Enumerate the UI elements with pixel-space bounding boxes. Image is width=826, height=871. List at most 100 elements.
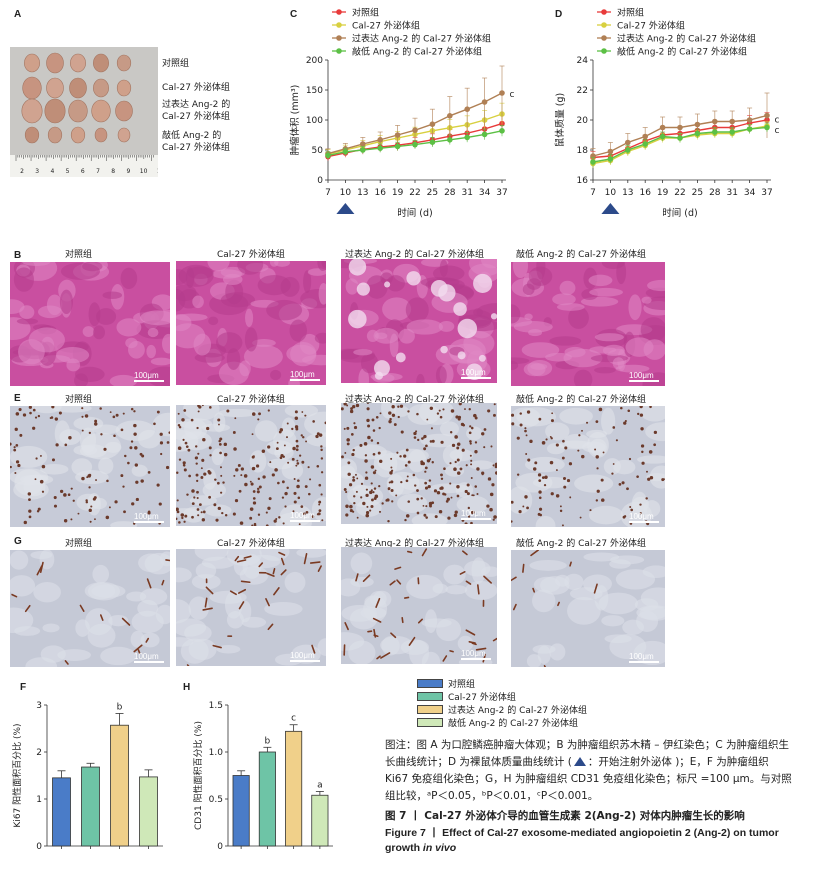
- scale-bar: 100μm: [134, 512, 164, 523]
- tissue-vacuole: [395, 352, 406, 363]
- ki67-positive-nucleus: [341, 455, 344, 459]
- cd31-positive-vessel: [483, 575, 492, 584]
- x-tick-label: 37: [761, 188, 772, 198]
- ki67-positive-nucleus: [81, 415, 84, 418]
- cd31-positive-vessel: [137, 649, 141, 654]
- y-tick-label: 1.0: [209, 748, 224, 758]
- ruler: [10, 155, 158, 177]
- ki67-positive-nucleus: [115, 413, 119, 417]
- ki67-positive-nucleus: [176, 510, 180, 514]
- ki67-positive-nucleus: [630, 508, 634, 512]
- cd31-positive-vessel: [266, 572, 275, 577]
- bar-legend-label: 敲低 Ang-2 的 Cal-27 外泌体组: [448, 719, 578, 729]
- tumor-specimen: [24, 53, 40, 73]
- ki67-positive-nucleus: [470, 426, 474, 430]
- ki67-positive-nucleus: [13, 446, 16, 449]
- tissue-texture: [218, 361, 249, 385]
- ki67-positive-nucleus: [455, 415, 459, 419]
- ki67-positive-nucleus: [252, 412, 256, 416]
- tissue-texture: [76, 493, 101, 511]
- ki67-positive-nucleus: [147, 511, 151, 515]
- cd31-positive-vessel: [280, 569, 287, 576]
- ki67-positive-nucleus: [201, 458, 205, 462]
- cd31-positive-vessel: [390, 632, 397, 639]
- ki67-positive-nucleus: [67, 493, 71, 496]
- ki67-positive-nucleus: [198, 503, 202, 507]
- ki67-positive-nucleus: [424, 466, 428, 470]
- cd31-stain-image: 100μm: [511, 550, 665, 667]
- bar: [139, 776, 158, 847]
- ki67-positive-nucleus: [64, 443, 68, 447]
- x-tick-label: 28: [444, 188, 456, 198]
- ki67-positive-nucleus: [621, 481, 625, 485]
- ki67-positive-nucleus: [302, 435, 305, 439]
- ki67-positive-nucleus: [153, 422, 156, 426]
- ki67-positive-nucleus: [555, 494, 560, 498]
- ki67-positive-nucleus: [178, 458, 182, 461]
- ki67-positive-nucleus: [197, 405, 200, 407]
- ki67-positive-nucleus: [430, 427, 433, 430]
- tissue-texture: [281, 417, 296, 438]
- ki67-positive-nucleus: [68, 435, 72, 440]
- ki67-positive-nucleus: [295, 439, 299, 443]
- photo-label-knock-1: 敲低 Ang-2 的: [162, 131, 222, 141]
- significance-label: c: [775, 116, 780, 126]
- panel-label-d: D: [555, 9, 563, 20]
- ki67-positive-nucleus: [492, 464, 495, 467]
- tissue-texture: [176, 599, 191, 624]
- ki67-positive-nucleus: [493, 413, 496, 417]
- tissue-texture: [13, 267, 34, 292]
- tumor-specimen: [46, 77, 64, 99]
- ki67-positive-nucleus: [166, 441, 170, 444]
- ki67-positive-nucleus: [195, 473, 199, 477]
- ki67-positive-nucleus: [476, 467, 480, 471]
- ki67-positive-nucleus: [469, 425, 472, 428]
- cd31-stain-image: 100μm: [341, 547, 497, 664]
- ki67-positive-nucleus: [265, 524, 269, 526]
- ki67-positive-nucleus: [433, 489, 438, 493]
- tissue-texture: [131, 610, 164, 634]
- stain-texture: [176, 405, 326, 526]
- cd31-positive-vessel: [557, 601, 560, 607]
- ki67-positive-nucleus: [256, 487, 260, 491]
- ki67-positive-nucleus: [95, 479, 97, 481]
- tissue-texture: [594, 366, 616, 374]
- ki67-positive-nucleus: [371, 498, 374, 502]
- ki67-positive-nucleus: [353, 425, 358, 430]
- tissue-texture: [109, 374, 138, 386]
- cd31-positive-vessel: [522, 563, 525, 573]
- data-point: [712, 118, 718, 125]
- ki67-positive-nucleus: [611, 472, 614, 475]
- ki67-positive-nucleus: [473, 413, 477, 418]
- ki67-positive-nucleus: [352, 405, 356, 409]
- ki67-positive-nucleus: [446, 497, 450, 501]
- ki67-positive-nucleus: [132, 522, 136, 525]
- data-point: [429, 139, 436, 145]
- ki67-positive-nucleus: [122, 485, 125, 488]
- photo-label-over-1: 过表达 Ang-2 的: [162, 100, 231, 110]
- ki67-positive-nucleus: [27, 492, 32, 496]
- ki67-positive-nucleus: [200, 467, 203, 470]
- tissue-texture: [471, 557, 486, 584]
- ki67-positive-nucleus: [349, 409, 354, 414]
- ki67-positive-nucleus: [474, 441, 478, 444]
- ki67-positive-nucleus: [447, 516, 451, 520]
- ki67-positive-nucleus: [183, 409, 187, 412]
- ki67-positive-nucleus: [425, 505, 428, 508]
- ki67-positive-nucleus: [370, 504, 374, 509]
- ki67-positive-nucleus: [369, 509, 372, 512]
- ki67-positive-nucleus: [456, 471, 461, 475]
- ki67-positive-nucleus: [526, 410, 531, 414]
- tissue-texture: [380, 636, 414, 655]
- ki67-positive-nucleus: [562, 439, 565, 443]
- ki67-positive-nucleus: [249, 480, 252, 483]
- ki67-positive-nucleus: [381, 502, 384, 505]
- ki67-positive-nucleus: [522, 505, 525, 508]
- tissue-texture: [457, 635, 474, 652]
- data-point: [764, 124, 770, 131]
- ki67-positive-nucleus: [257, 477, 261, 481]
- tissue-texture: [317, 638, 326, 656]
- tissue-texture: [589, 287, 623, 297]
- ki67-positive-nucleus: [534, 461, 538, 465]
- ki67-positive-nucleus: [442, 492, 446, 496]
